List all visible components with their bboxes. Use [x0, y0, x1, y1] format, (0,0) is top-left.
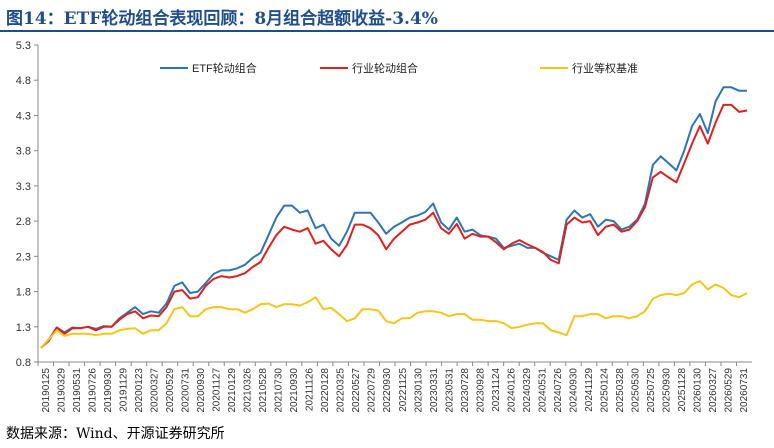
x-tick-label: 20200123: [134, 368, 145, 413]
x-tick-label: 20250930: [662, 368, 673, 413]
y-tick-label: 1.3: [16, 322, 31, 334]
y-tick-label: 2.3: [16, 251, 31, 263]
x-tick-label: 20250328: [615, 368, 626, 413]
x-tick-label: 20260529: [724, 368, 735, 413]
x-tick-label: 20210326: [243, 368, 254, 413]
y-tick-label: 4.8: [16, 75, 31, 87]
x-tick-label: 20190930: [103, 368, 114, 413]
x-tick-label: 20210528: [258, 368, 269, 413]
line-chart: 0.8 1.3 1.8 2.3 2.8 3.3 3.8 4.3 4.8 5.3 20190125 20…: [16, 40, 752, 413]
x-tick-label: 20190531: [72, 368, 83, 413]
x-tick-label: 20200327: [149, 368, 160, 413]
x-tick-label: 20260130: [693, 368, 704, 413]
x-tick-label: 20221125: [398, 368, 409, 412]
x-tick-label: 20260731: [739, 368, 750, 413]
y-tick-label: 4.3: [16, 110, 31, 122]
x-tick-label: 20200529: [165, 368, 176, 413]
x-tick-label: 20250124: [600, 368, 611, 413]
x-tick-label: 20240930: [569, 368, 580, 413]
x-tick-label: 20211126: [305, 368, 316, 411]
legend-label-0: ETF轮动组合: [192, 61, 257, 75]
x-tick-label: 20210730: [274, 368, 285, 413]
x-tick-label: 20240726: [553, 368, 564, 413]
x-tick-label: 20190329: [56, 368, 67, 413]
series-line-2: [40, 280, 748, 349]
x-tick-label: 20200930: [196, 368, 207, 413]
x-tick-label: 20220325: [336, 368, 347, 413]
x-tick-label: 20210129: [227, 368, 238, 413]
x-tick-label: 20250530: [631, 368, 642, 413]
x-tick-label: 20190125: [41, 368, 52, 413]
x-tick-label: 20231124: [491, 368, 502, 412]
x-tick-label: 20220527: [351, 368, 362, 413]
y-tick-label: 0.8: [16, 357, 31, 369]
x-tick-label: 20201127: [212, 368, 223, 412]
x-tick-label: 20191129: [118, 368, 129, 412]
data-source-note: 数据来源：Wind、开源证券研究所: [6, 426, 225, 442]
x-tick-label: 20220930: [382, 368, 393, 413]
x-tick-label: 20240531: [537, 368, 548, 413]
x-tick-label: 20240329: [522, 368, 533, 413]
y-tick-label: 3.3: [16, 181, 31, 193]
x-tick-label: 20200731: [180, 368, 191, 413]
y-tick-label: 3.8: [16, 146, 31, 158]
x-tick-label: 20230130: [413, 368, 424, 413]
title-underline: [0, 30, 774, 32]
x-tick-label: 20240126: [506, 368, 517, 413]
y-tick-label: 1.8: [16, 287, 31, 299]
legend-label-2: 行业等权基准: [572, 61, 638, 75]
series-line-1: [40, 103, 748, 349]
x-tick-label: 20230728: [460, 368, 471, 413]
x-tick-label: 20230331: [429, 368, 440, 413]
legend-label-1: 行业轮动组合: [352, 61, 418, 75]
y-tick-label: 5.3: [16, 40, 31, 52]
x-tick-label: 20220729: [367, 368, 378, 413]
x-tick-label: 20210930: [289, 368, 300, 413]
series-line-0: [40, 86, 747, 349]
x-tick-label: 20220128: [320, 368, 331, 413]
x-tick-label: 20230928: [475, 368, 486, 413]
x-tick-label: 20230531: [444, 368, 455, 413]
x-tick-label: 20260327: [708, 368, 719, 413]
x-tick-label: 20241129: [584, 368, 595, 412]
chart-title: 图14：ETF轮动组合表现回顾：8月组合超额收益-3.4%: [6, 9, 438, 29]
x-tick-label: 20251128: [677, 368, 688, 412]
y-tick-label: 2.8: [16, 216, 31, 228]
x-tick-label: 20190726: [87, 368, 98, 413]
x-tick-label: 20250725: [646, 368, 657, 413]
